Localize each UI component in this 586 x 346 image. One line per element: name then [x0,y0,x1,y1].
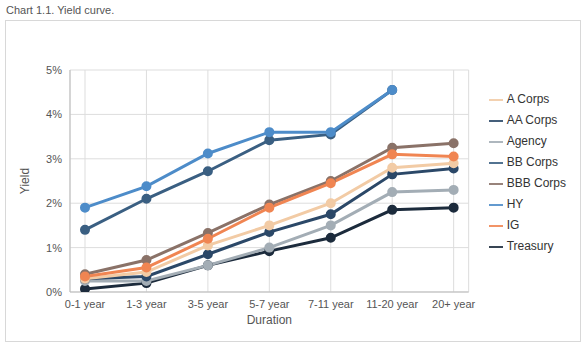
svg-text:Yield: Yield [18,168,32,194]
html-text:BB Corps: BB Corps [506,155,558,169]
svg-text:20+ year: 20+ year [432,298,475,310]
svg-text:2%: 2% [46,197,62,209]
svg-text:0%: 0% [46,286,62,298]
svg-text:7-11 year: 7-11 year [308,298,354,310]
svg-text:11-20 year: 11-20 year [366,298,418,310]
svg-text:5%: 5% [46,64,62,76]
html-text:Chart 1.1. Yield curve.: Chart 1.1. Yield curve. [6,4,115,16]
html-text:Agency: Agency [506,134,547,148]
svg-text:5-7 year: 5-7 year [249,298,290,310]
html-text:BBB Corps: BBB Corps [506,176,566,190]
svg-text:4%: 4% [46,108,62,120]
svg-text:0-1 year: 0-1 year [65,298,106,310]
svg-text:1%: 1% [46,242,62,254]
svg-text:3%: 3% [46,153,62,165]
html-text:AA Corps: AA Corps [506,113,558,127]
html-text:IG: IG [506,218,520,232]
html-text:Treasury: Treasury [506,239,554,253]
svg-text:Duration: Duration [247,313,292,327]
svg-text:3-5 year: 3-5 year [188,298,229,310]
html-text:A Corps: A Corps [506,92,550,106]
html-text:HY: HY [506,197,524,211]
svg-text:1-3 year: 1-3 year [126,298,167,310]
